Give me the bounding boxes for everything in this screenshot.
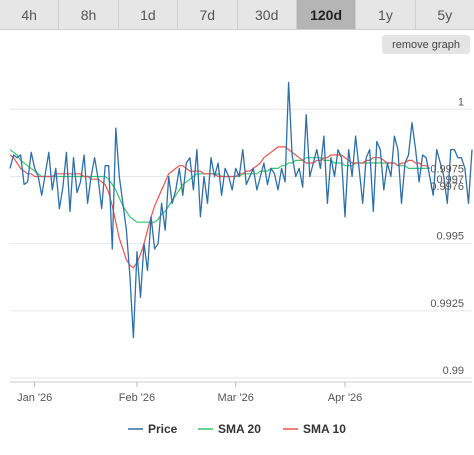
x-tick-label: Apr '26 <box>328 392 363 404</box>
y-tick-label: 0.9975 <box>430 163 464 175</box>
current-value-label: 0.997 <box>436 174 464 186</box>
tab-8h[interactable]: 8h <box>59 0 119 29</box>
y-axis-ticks: 1 0.9975 0.995 0.9925 0.99 <box>430 96 464 377</box>
legend[interactable]: Price SMA 20 SMA 10 <box>128 422 346 436</box>
y-tick-label: 0.9925 <box>430 298 464 310</box>
y-tick-label: 1 <box>458 96 464 108</box>
tab-1d[interactable]: 1d <box>119 0 179 29</box>
grid <box>10 108 472 383</box>
tab-1y[interactable]: 1y <box>356 0 416 29</box>
price-chart: 1 0.9975 0.995 0.9925 0.99 Jan '26 Feb '26 Mar… <box>9 81 473 436</box>
x-tick-label: Feb '26 <box>119 392 155 404</box>
x-tick-label: Jan '26 <box>17 392 52 404</box>
y-tick-label: 0.995 <box>436 231 464 243</box>
tab-7d[interactable]: 7d <box>178 0 238 29</box>
legend-label-sma-20: SMA 20 <box>218 422 261 436</box>
x-tick-label: Mar '26 <box>218 392 254 404</box>
price-line <box>9 81 473 339</box>
tab-30d[interactable]: 30d <box>238 0 297 29</box>
legend-label-sma-10: SMA 10 <box>303 422 346 436</box>
current-value-label: 0.9976 <box>430 181 464 193</box>
tab-120d[interactable]: 120d <box>296 0 357 29</box>
series-lines <box>9 81 473 339</box>
remove-graph-button[interactable]: remove graph <box>382 35 470 54</box>
legend-label-price: Price <box>148 422 178 436</box>
y-tick-label: 0.99 <box>443 365 464 377</box>
tab-5y[interactable]: 5y <box>437 6 453 23</box>
timeframe-tabs: 4h 8h 1d 7d 30d 120d 1y 5y <box>0 0 474 30</box>
tab-4h[interactable]: 4h <box>0 0 60 29</box>
x-axis-ticks: Jan '26 Feb '26 Mar '26 Apr '26 <box>17 382 362 404</box>
